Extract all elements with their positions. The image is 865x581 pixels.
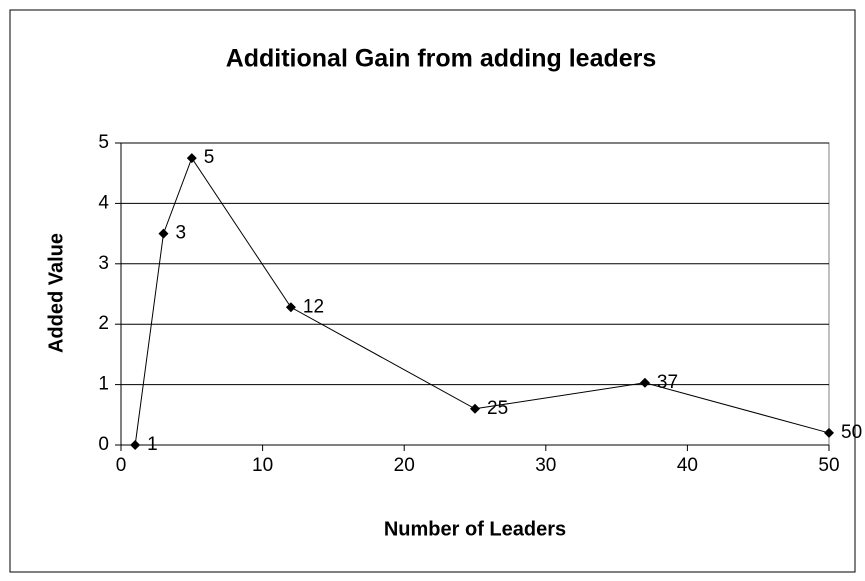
- x-tick-label: 10: [252, 455, 273, 476]
- marker: [824, 427, 834, 438]
- y-tick-label: 1: [98, 374, 109, 395]
- data-label: 3: [175, 223, 186, 244]
- chart-title: Additional Gain from adding leaders: [226, 45, 657, 73]
- data-label: 50: [841, 422, 862, 443]
- data-label: 5: [204, 147, 215, 168]
- x-tick-label: 30: [535, 455, 556, 476]
- y-tick-label: 4: [98, 192, 109, 213]
- marker: [470, 403, 480, 414]
- plot-area: [120, 142, 830, 446]
- marker: [639, 377, 650, 388]
- y-tick-label: 0: [98, 434, 109, 455]
- x-tick-label: 0: [116, 455, 127, 476]
- marker: [158, 228, 169, 239]
- y-tick-label: 5: [98, 132, 109, 153]
- x-tick-label: 50: [818, 455, 839, 476]
- y-axis-label: Added Value: [45, 233, 67, 353]
- y-tick-label: 3: [98, 253, 109, 274]
- y-tick-label: 2: [98, 313, 109, 334]
- x-axis-label: Number of Leaders: [384, 518, 566, 540]
- marker: [186, 153, 197, 164]
- data-label: 12: [303, 296, 324, 317]
- data-label: 1: [147, 434, 158, 455]
- data-label: 25: [487, 398, 508, 419]
- data-label: 37: [657, 372, 678, 393]
- x-tick-label: 20: [394, 455, 415, 476]
- marker: [285, 302, 296, 313]
- marker: [130, 440, 141, 450]
- x-tick-label: 40: [677, 455, 698, 476]
